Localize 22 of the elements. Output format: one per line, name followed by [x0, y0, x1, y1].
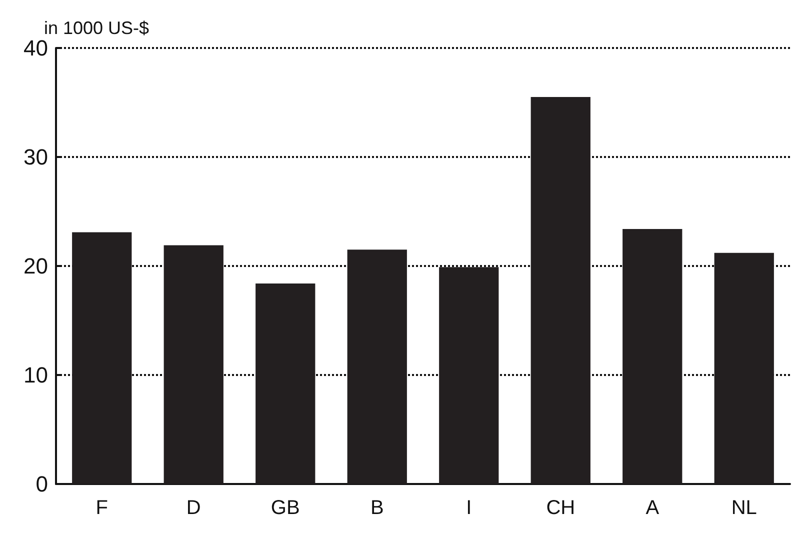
y-axis-title: in 1000 US-$: [44, 18, 150, 38]
x-tick-label: D: [186, 497, 201, 519]
x-tick-label: F: [96, 497, 108, 519]
y-tick-label: 0: [36, 472, 48, 496]
x-tick-label: NL: [731, 497, 757, 519]
bar: [439, 267, 499, 484]
y-tick-label: 30: [24, 144, 48, 170]
x-tick-label: B: [370, 497, 384, 519]
x-tick-label: I: [466, 497, 472, 519]
y-tick-label: 10: [24, 362, 48, 388]
bar: [530, 97, 590, 484]
x-tick-label: CH: [546, 497, 576, 519]
bar: [256, 283, 316, 484]
bar: [72, 232, 132, 484]
y-tick-label: 40: [24, 36, 48, 60]
y-tick-label: 20: [24, 254, 48, 278]
bar: [622, 228, 682, 484]
bar: [347, 250, 407, 484]
x-tick-label: A: [646, 497, 660, 519]
x-tick-label: GB: [270, 497, 300, 519]
bar: [714, 252, 774, 484]
bar: [164, 245, 224, 484]
